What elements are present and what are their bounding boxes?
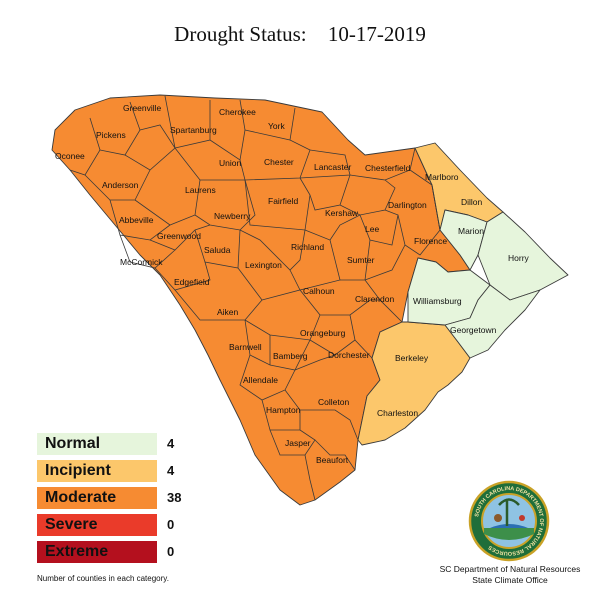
- legend-swatch-normal: Normal: [37, 432, 157, 455]
- legend-count: 0: [167, 517, 175, 532]
- legend-swatch-incipient: Incipient: [37, 459, 157, 482]
- county-label: Georgetown: [450, 325, 497, 335]
- legend-label: Severe: [45, 515, 98, 533]
- county-label: Richland: [291, 242, 324, 252]
- county-label: Chester: [264, 157, 294, 167]
- dnr-seal-logo: SOUTH CAROLINA DEPARTMENT OF NATURAL RES…: [468, 480, 550, 562]
- map-title: Drought Status: 10-17-2019: [0, 22, 600, 47]
- county-label: Williamsburg: [413, 296, 462, 306]
- county-labels: Greenville Cherokee Pickens Spartanburg …: [55, 103, 530, 465]
- county-label: Aiken: [217, 307, 239, 317]
- county-label: Anderson: [102, 180, 139, 190]
- credit-line2: State Climate Office: [472, 575, 548, 585]
- legend-swatch-severe: Severe: [37, 513, 157, 536]
- county-label: Charleston: [377, 408, 418, 418]
- county-label: Hampton: [266, 405, 301, 415]
- legend-count: 4: [167, 436, 175, 451]
- county-label: Lee: [365, 224, 379, 234]
- credit-line1: SC Department of Natural Resources: [439, 564, 581, 574]
- county-label: Darlington: [388, 200, 427, 210]
- legend-label: Moderate: [45, 488, 117, 506]
- county-boundaries: [69, 95, 441, 501]
- legend-swatch-extreme: Extreme: [37, 540, 157, 563]
- legend-label: Extreme: [45, 542, 109, 560]
- legend-swatch-moderate: Moderate: [37, 486, 157, 509]
- legend-label: Normal: [45, 434, 101, 452]
- county-label: Marlboro: [425, 172, 459, 182]
- county-label: Oconee: [55, 151, 85, 161]
- county-label: Fairfield: [268, 196, 299, 206]
- county-label: Lexington: [245, 260, 282, 270]
- county-label: Pickens: [96, 130, 126, 140]
- legend-row-severe: Severe 0: [37, 511, 181, 538]
- county-label: Cherokee: [219, 107, 256, 117]
- county-label: Lancaster: [314, 162, 351, 172]
- county-label: York: [268, 121, 285, 131]
- county-label: Spartanburg: [170, 125, 217, 135]
- title-label: Drought Status:: [174, 22, 307, 46]
- legend: Normal 4 Incipient 4 Moderate 38 Severe …: [37, 430, 181, 565]
- legend-label: Incipient: [45, 461, 111, 479]
- title-date: 10-17-2019: [327, 22, 426, 46]
- county-label: Berkeley: [395, 353, 429, 363]
- county-label: Greenville: [123, 103, 162, 113]
- county-label: Kershaw: [325, 208, 359, 218]
- county-label: Greenwood: [157, 231, 201, 241]
- county-label: Union: [219, 158, 241, 168]
- county-label: Dillon: [461, 197, 483, 207]
- region-marion: [439, 209, 488, 271]
- legend-row-normal: Normal 4: [37, 430, 181, 457]
- county-label: Dorchester: [328, 350, 370, 360]
- county-label: Saluda: [204, 245, 231, 255]
- county-label: Chesterfield: [365, 163, 411, 173]
- county-label: Bamberg: [273, 351, 308, 361]
- county-label: Clarendon: [355, 294, 394, 304]
- county-label: Beaufort: [316, 455, 349, 465]
- county-label: Newberry: [214, 211, 251, 221]
- legend-note: Number of counties in each category.: [37, 574, 169, 583]
- county-label: Laurens: [185, 185, 216, 195]
- region-horry: [477, 211, 569, 301]
- region-georgetown: [444, 284, 541, 359]
- county-label: Barnwell: [229, 342, 262, 352]
- county-label: Abbeville: [119, 215, 154, 225]
- county-label: Sumter: [347, 255, 375, 265]
- county-label: Marion: [458, 226, 484, 236]
- legend-count: 0: [167, 544, 175, 559]
- county-label: Jasper: [285, 438, 311, 448]
- county-label: Allendale: [243, 375, 278, 385]
- legend-count: 4: [167, 463, 175, 478]
- county-label: Orangeburg: [300, 328, 346, 338]
- legend-row-extreme: Extreme 0: [37, 538, 181, 565]
- county-label: Calhoun: [303, 286, 335, 296]
- county-label: Edgefield: [174, 277, 210, 287]
- county-label: Florence: [414, 236, 447, 246]
- legend-count: 38: [167, 490, 182, 505]
- county-label: Horry: [508, 253, 530, 263]
- legend-row-moderate: Moderate 38: [37, 484, 181, 511]
- legend-row-incipient: Incipient 4: [37, 457, 181, 484]
- credit: SC Department of Natural Resources State…: [425, 564, 595, 586]
- county-label: Colleton: [318, 397, 349, 407]
- county-label: McCormick: [120, 257, 163, 267]
